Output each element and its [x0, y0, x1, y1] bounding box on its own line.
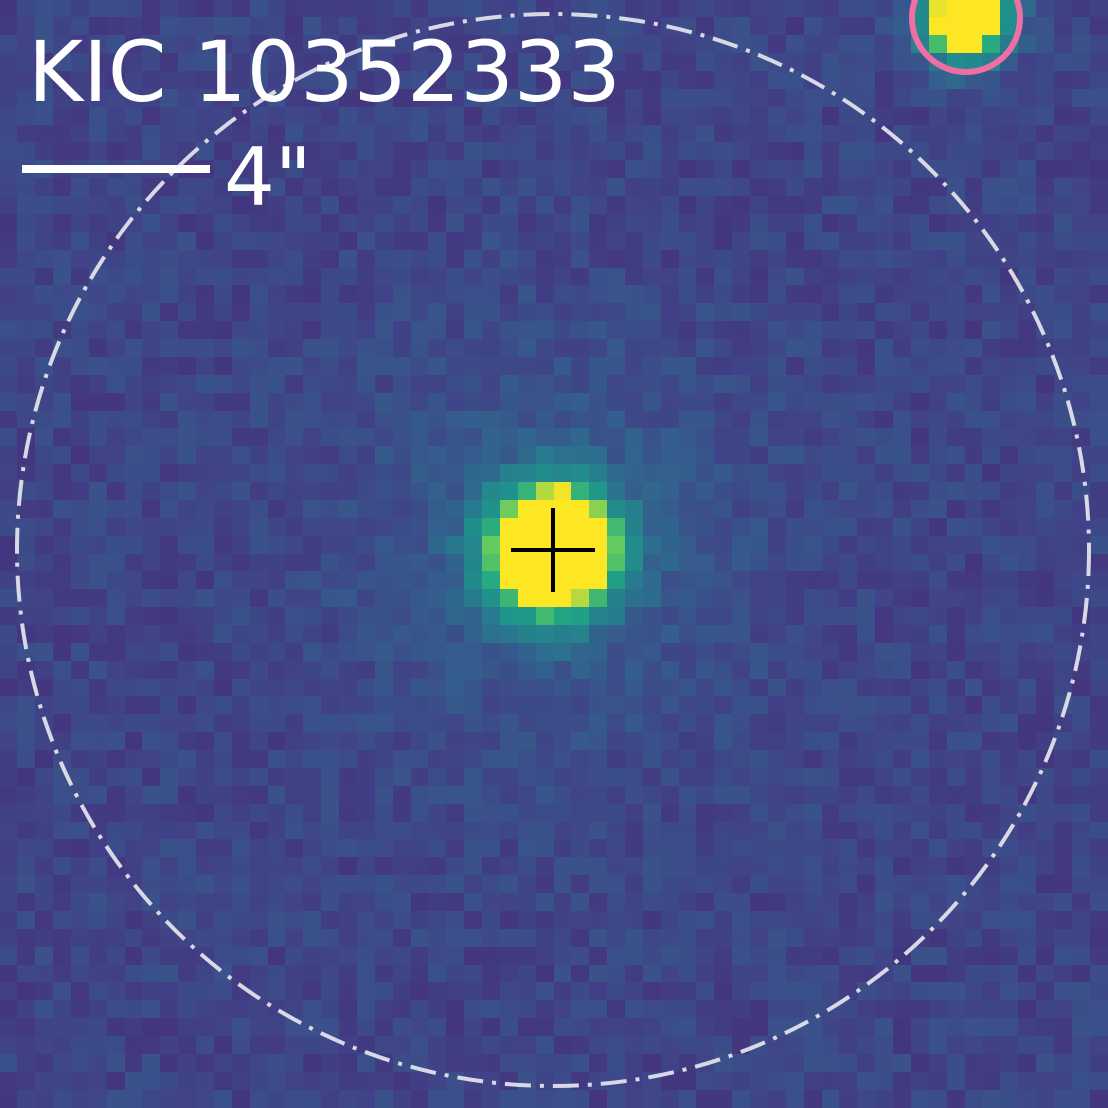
companion-marker [909, 0, 1023, 75]
scale-bar-label: 4" [224, 131, 312, 224]
target-name-label: KIC 10352333 [28, 23, 621, 121]
aperture-circle [15, 12, 1091, 1088]
